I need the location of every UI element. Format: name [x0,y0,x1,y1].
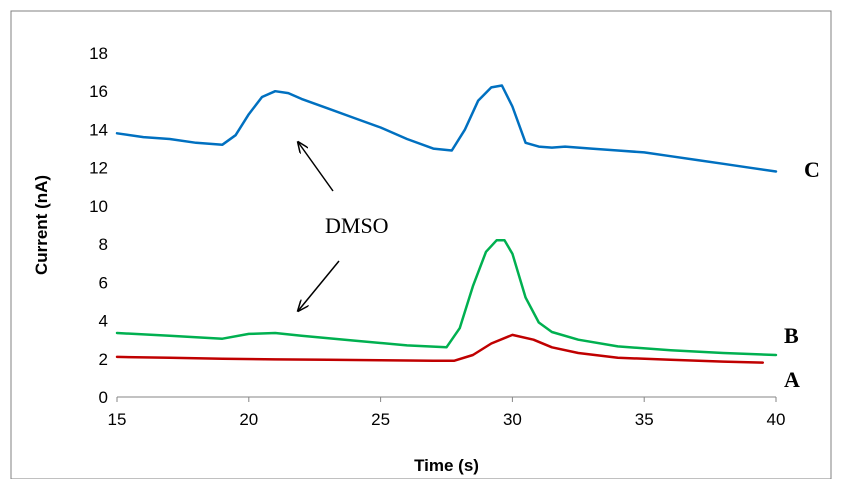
x-tick-label: 35 [635,410,654,429]
series-line-c [115,84,778,173]
y-axis-title: Current (nA) [32,175,51,275]
axes: 15 20 25 30 35 40 0 2 4 6 8 10 12 14 16 18 Time (s) Curre… [32,44,785,475]
y-tick-label: 16 [89,82,108,101]
series-line-b [115,239,778,357]
curve-labels: AB C [784,157,820,392]
x-tick-label: 20 [239,410,258,429]
annotation-arrow-lower [298,260,340,311]
chart-frame [10,10,832,479]
curve-label-b: B [784,323,799,348]
annotation-layer: DMSO [298,142,389,311]
y-tick-label: 8 [99,235,108,254]
curve-label-a: A [784,367,800,392]
y-tick-label: 6 [99,273,108,292]
y-tick-label: 18 [89,44,108,63]
y-tick-label: 0 [99,388,108,407]
y-tick-label: 14 [89,120,108,139]
y-tick-label: 2 [99,350,108,369]
curve-label-c: C [804,157,820,182]
x-tick-label: 25 [371,410,390,429]
y-tick-label: 10 [89,197,108,216]
y-tick-label: 4 [99,312,108,331]
y-tick-label: 12 [89,159,108,178]
x-tick-label: 30 [503,410,522,429]
x-tick-label: 15 [108,410,127,429]
annotation-dmso: DMSO [325,213,389,238]
series-line-a [115,333,765,364]
x-axis-title: Time (s) [414,456,479,475]
series-layer [115,84,778,364]
annotation-arrow-upper [298,142,334,192]
x-tick-label: 40 [767,410,786,429]
